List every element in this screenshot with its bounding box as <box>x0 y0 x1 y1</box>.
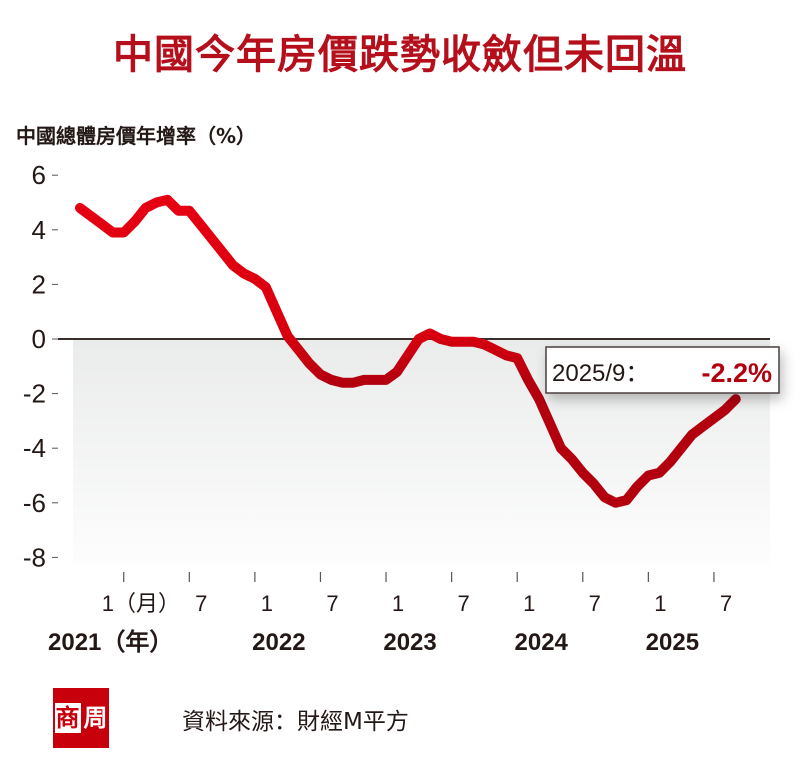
year-label: 2022 <box>252 629 305 656</box>
series-line <box>75 194 741 508</box>
annotation-value: -2.2% <box>701 358 772 388</box>
y-tick-label: -6 <box>23 488 46 518</box>
year-label: 2025 <box>646 629 699 656</box>
line-chart: 6 4 2 0 -2 -4 -6 -8 1（月） 7 1 7 1 7 1 7 1 7 2021（年） 2022 202… <box>23 160 780 656</box>
x-tick-label: 7 <box>326 591 338 616</box>
annotation-date: 2025/9： <box>552 360 649 387</box>
logo-char-1: 商 <box>54 703 81 733</box>
business-weekly-logo: 商 周 <box>53 688 109 748</box>
year-label: 2021（年） <box>48 628 173 656</box>
x-tick-label: 7 <box>457 591 469 616</box>
x-tick-label: 7 <box>589 591 601 616</box>
y-tick-label: -4 <box>23 433 46 463</box>
chart-title: 中國今年房價跌勢收斂但未回溫 <box>113 32 687 78</box>
y-tick-label: 0 <box>32 324 46 354</box>
x-tick-label: 1（月） <box>102 591 180 616</box>
year-label: 2023 <box>383 629 436 656</box>
y-tick-label: 6 <box>32 160 46 190</box>
year-label: 2024 <box>515 629 569 656</box>
x-tick-label: 1 <box>654 591 666 616</box>
y-tick-label: -8 <box>23 542 46 572</box>
x-tick-label: 1 <box>523 591 535 616</box>
logo-char-2: 周 <box>83 704 108 732</box>
x-tick-label: 1 <box>392 591 404 616</box>
x-tick-label: 7 <box>195 591 207 616</box>
y-tick-label: -2 <box>23 379 46 409</box>
source-note: 資料來源：財經M平方 <box>182 709 409 735</box>
annotation-box <box>545 346 780 394</box>
y-tick-label: 2 <box>32 269 46 299</box>
y-axis-label: 中國總體房價年增率（%） <box>16 124 257 148</box>
y-tick-label: 4 <box>32 215 46 245</box>
x-tick-label: 1 <box>261 591 273 616</box>
x-tick-label: 7 <box>720 591 732 616</box>
